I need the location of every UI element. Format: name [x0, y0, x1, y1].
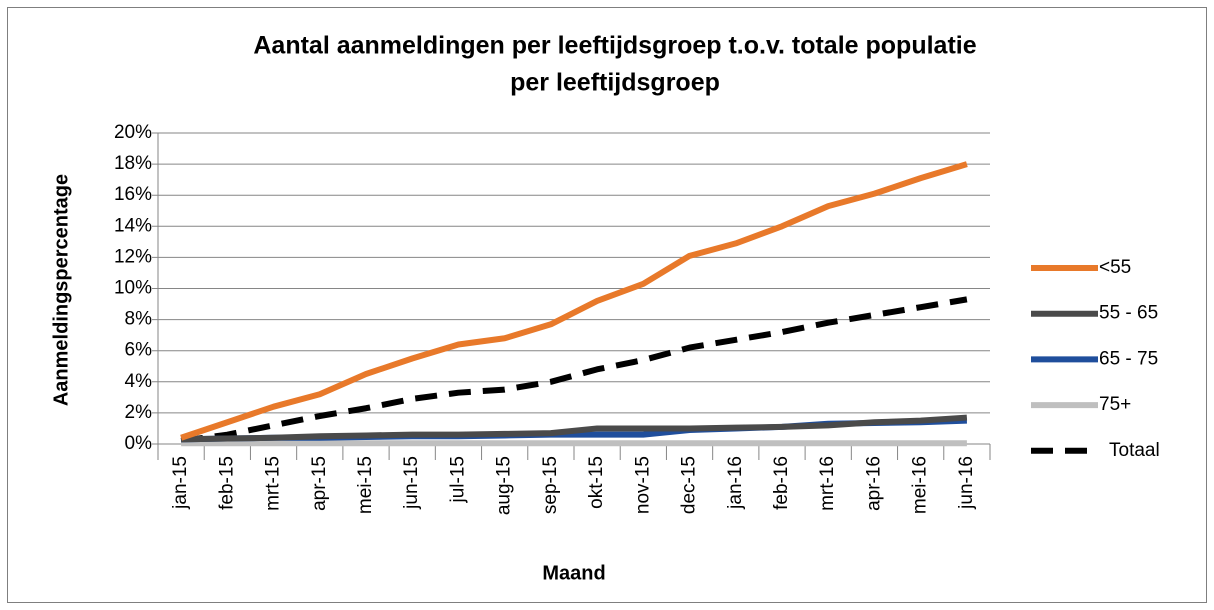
y-tick-label: 12%: [114, 246, 152, 267]
y-tick-label: 0%: [125, 433, 153, 454]
x-tick-label: jan-16: [725, 456, 746, 510]
legend-label: 65 - 75: [1099, 348, 1158, 369]
chart-border: [7, 7, 1207, 603]
x-tick-label: jul-15: [447, 456, 468, 503]
legend-label: <55: [1099, 257, 1131, 278]
x-tick-label: aug-15: [494, 456, 515, 515]
x-tick-label: mei-16: [910, 456, 931, 514]
x-tick-label: sep-15: [540, 456, 561, 514]
y-tick-label: 10%: [114, 278, 152, 299]
y-tick-label: 4%: [125, 371, 153, 392]
y-axis-title: Aanmeldingspercentage: [50, 174, 72, 406]
x-tick-label: jan-15: [170, 456, 191, 510]
y-tick-label: 6%: [125, 340, 153, 361]
x-axis-title: Maand: [542, 562, 605, 584]
x-tick-label: apr-16: [863, 456, 884, 511]
y-tick-label: 8%: [125, 309, 153, 330]
y-tick-label: 18%: [114, 153, 152, 174]
y-tick-label: 14%: [114, 215, 152, 236]
x-tick-label: apr-15: [309, 456, 330, 511]
x-tick-label: mei-15: [355, 456, 376, 514]
x-tick-label: jun-16: [956, 456, 977, 510]
x-tick-label: dec-15: [679, 456, 700, 514]
series-line: [180, 161, 968, 441]
x-tick-label: feb-15: [216, 456, 237, 510]
series-line: [180, 296, 968, 444]
legend-label: 55 - 65: [1099, 303, 1158, 324]
legend-label: 75+: [1099, 394, 1131, 415]
chart-title: Aantal aanmeldingen per leeftijdsgroep t…: [253, 32, 976, 60]
series-line: [181, 414, 968, 443]
y-tick-label: 20%: [114, 122, 152, 143]
x-tick-label: nov-15: [632, 456, 653, 514]
legend-label: Totaal: [1109, 440, 1160, 461]
x-tick-label: mrt-16: [817, 456, 838, 511]
x-tick-label: jun-15: [401, 456, 422, 510]
x-tick-label: okt-15: [586, 456, 607, 509]
chart-title: per leeftijdsgroep: [510, 69, 720, 97]
x-tick-label: mrt-15: [263, 456, 284, 511]
y-tick-label: 16%: [114, 184, 152, 205]
x-tick-label: feb-16: [771, 456, 792, 510]
y-tick-label: 2%: [125, 402, 153, 423]
